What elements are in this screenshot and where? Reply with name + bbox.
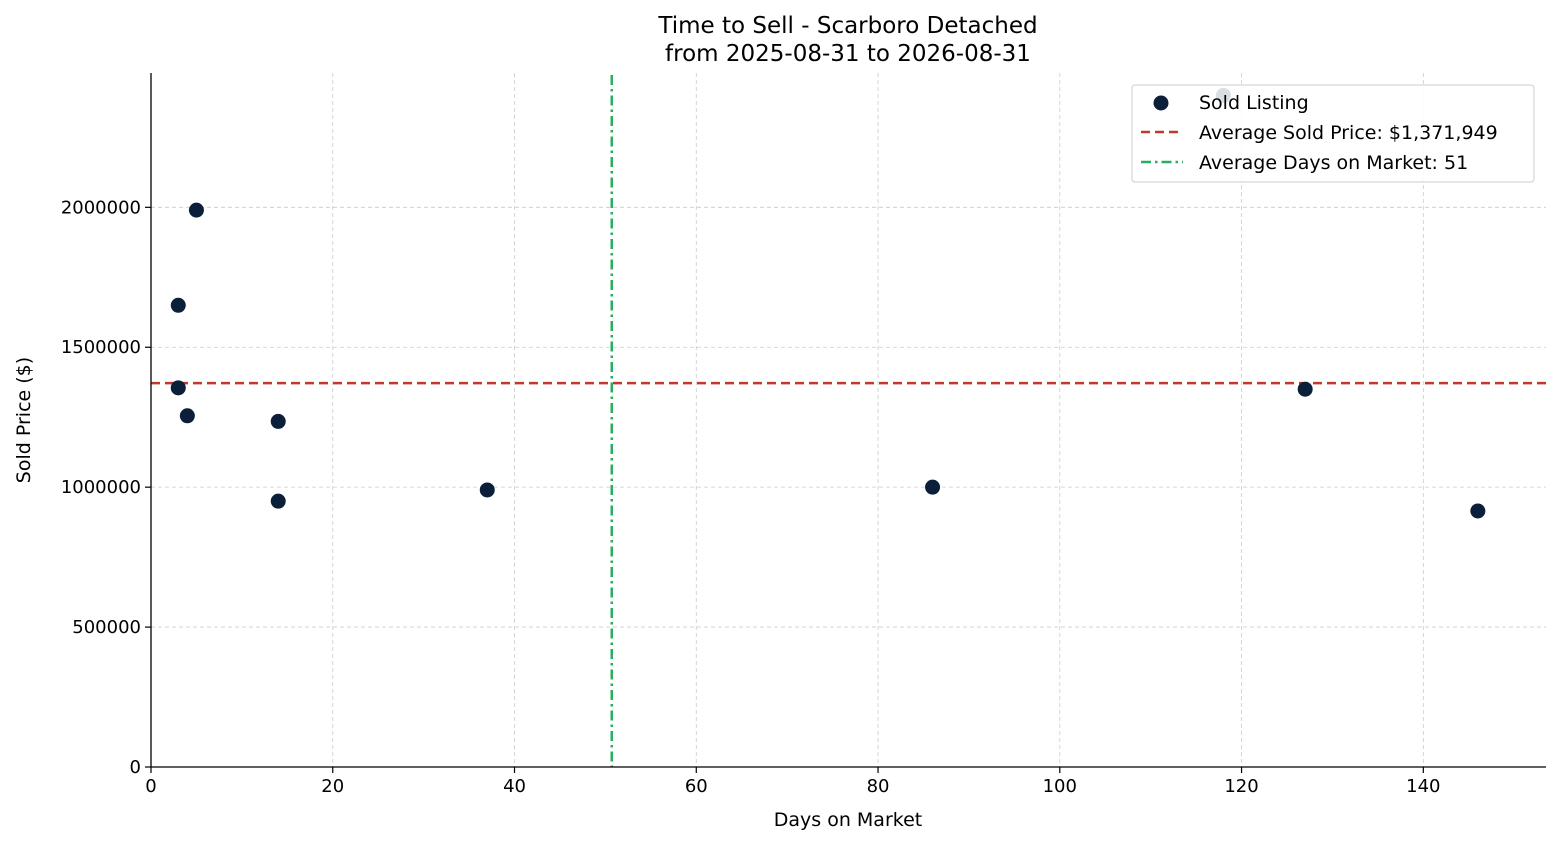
chart-subtitle: from 2025-08-31 to 2026-08-31 [665, 41, 1031, 67]
y-axis-label: Sold Price ($) [13, 357, 35, 483]
x-tick-label: 0 [145, 776, 156, 797]
legend-label-average-price: Average Sold Price: $1,371,949 [1199, 122, 1498, 144]
x-axis-label: Days on Market [774, 809, 922, 831]
data-point [188, 202, 204, 218]
y-tick-label: 2000000 [61, 197, 141, 218]
data-point [170, 380, 186, 396]
x-tick-label: 120 [1224, 776, 1258, 797]
legend-marker-sold-listing [1153, 95, 1169, 111]
x-tick-label: 80 [867, 776, 890, 797]
x-tick-label: 40 [503, 776, 526, 797]
x-ticks: 0 20 40 60 80 100 120 140 [145, 767, 1440, 797]
data-point [1297, 381, 1313, 397]
gridlines [151, 73, 1546, 767]
data-point [179, 408, 195, 424]
legend-label-sold-listing: Sold Listing [1199, 92, 1309, 114]
data-point [270, 413, 286, 429]
x-tick-label: 20 [321, 776, 344, 797]
data-point [1470, 503, 1486, 519]
legend: Sold Listing Average Sold Price: $1,371,… [1131, 84, 1535, 183]
data-point [479, 482, 495, 498]
y-tick-label: 1000000 [61, 477, 141, 498]
y-tick-label: 500000 [72, 617, 141, 638]
data-point [170, 297, 186, 313]
x-tick-label: 140 [1406, 776, 1440, 797]
y-tick-label: 0 [130, 757, 141, 778]
axes [150, 73, 1546, 768]
x-tick-label: 60 [685, 776, 708, 797]
legend-box [1131, 84, 1535, 183]
chart-title: Time to Sell - Scarboro Detached [657, 13, 1037, 39]
y-ticks: 0 500000 1000000 1500000 2000000 [61, 197, 151, 778]
x-tick-label: 100 [1043, 776, 1077, 797]
data-point [270, 493, 286, 509]
legend-label-average-days: Average Days on Market: 51 [1199, 152, 1468, 174]
reference-lines [151, 75, 1546, 767]
data-point [925, 479, 941, 495]
y-tick-label: 1500000 [61, 337, 141, 358]
